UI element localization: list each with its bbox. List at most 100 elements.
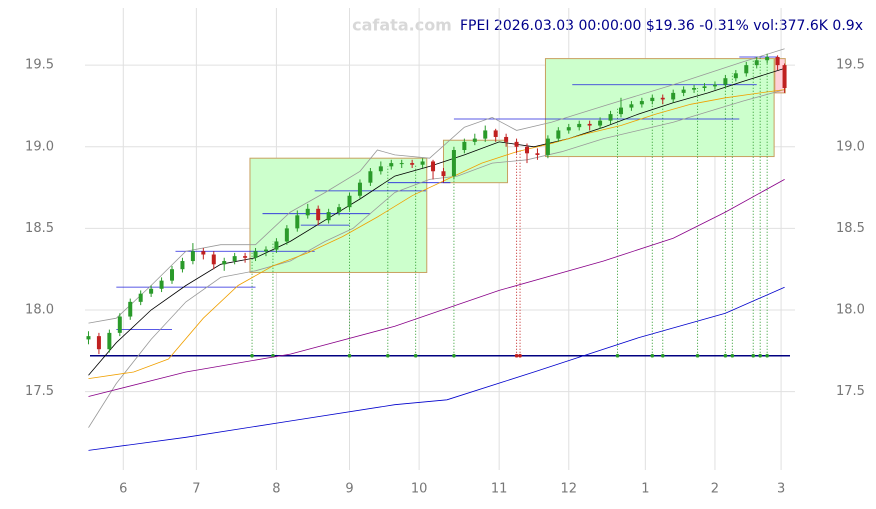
chart-title: FPEI 2026.03.03 00:00:00 $19.36 -0.31% v…	[460, 18, 863, 34]
candle-body	[681, 89, 686, 93]
candle-body	[274, 241, 279, 250]
y-tick-label: 17.5	[25, 384, 54, 399]
candle-body	[431, 161, 436, 172]
signal-dot	[250, 353, 254, 358]
candle-body	[504, 136, 509, 142]
signal-dot	[413, 353, 418, 358]
x-tick-label: 1	[641, 482, 649, 497]
y-tick-label: 18.0	[25, 303, 54, 318]
candle-body	[149, 288, 154, 294]
candle-body	[399, 163, 404, 165]
candle-body	[211, 254, 216, 265]
signal-dot	[615, 353, 620, 358]
x-tick-label: 12	[561, 482, 578, 497]
candle-body	[723, 78, 728, 85]
signal-dot	[730, 353, 735, 358]
range-box	[249, 157, 428, 273]
candle-body	[462, 141, 467, 151]
candle-body	[671, 92, 676, 100]
candle-body	[263, 249, 268, 252]
x-tick-label: 8	[272, 482, 280, 497]
candle-body	[222, 261, 227, 265]
candle-body	[180, 261, 185, 270]
candle-body	[316, 208, 321, 221]
candle-body	[243, 256, 248, 258]
candle-body	[556, 130, 561, 139]
signal-dot	[758, 353, 762, 358]
candle-body	[702, 86, 707, 88]
x-tick-label: 2	[711, 482, 719, 497]
candle-body	[357, 182, 362, 196]
candle-body	[368, 171, 373, 183]
candle-body	[159, 280, 164, 289]
x-tick-label: 11	[491, 482, 508, 497]
candle-body	[618, 107, 623, 115]
y-tick-label: 18.5	[25, 221, 54, 236]
y-tick-label: 19.0	[25, 139, 54, 154]
signal-dot	[660, 353, 665, 358]
signal-dot	[514, 353, 519, 358]
candle-body	[765, 56, 770, 61]
indicator-line	[88, 89, 785, 428]
candle-body	[305, 208, 310, 216]
candle-body	[326, 212, 331, 221]
candle-body	[493, 130, 498, 137]
signal-dot	[723, 353, 728, 358]
candle-body	[128, 301, 133, 317]
signal-dot	[452, 353, 456, 358]
candle-body	[138, 293, 143, 302]
y-tick-label: 19.5	[25, 58, 54, 73]
candle-body	[598, 120, 603, 126]
candle-body	[420, 161, 425, 165]
indicator-line	[88, 179, 785, 397]
signal-dot	[347, 353, 352, 358]
candle-body	[451, 150, 456, 177]
signal-dot	[385, 353, 390, 358]
candle-body	[577, 123, 582, 128]
candle-body	[712, 84, 717, 87]
candle-body	[535, 153, 540, 155]
candle-body	[347, 195, 352, 208]
y-tick-label-right: 18.5	[836, 221, 865, 236]
candle-body	[117, 316, 122, 333]
signal-dot	[695, 353, 700, 358]
y-tick-label-right: 17.5	[836, 384, 865, 399]
candle-body	[566, 127, 571, 131]
x-tick-label: 3	[777, 482, 785, 497]
indicator-line	[88, 89, 785, 379]
range-box	[544, 58, 775, 158]
x-tick-label: 6	[119, 482, 127, 497]
candle-body	[337, 207, 342, 213]
indicator-line	[88, 68, 785, 376]
candle-body	[472, 138, 477, 142]
y-tick-label-right: 19.0	[836, 139, 865, 154]
candle-body	[733, 73, 738, 79]
candle-body	[545, 138, 550, 155]
candle-body	[441, 171, 446, 177]
candle-body	[754, 60, 759, 66]
candle-body	[782, 65, 787, 88]
candle-body	[96, 336, 101, 350]
x-tick-label: 9	[345, 482, 353, 497]
candle-body	[629, 104, 634, 108]
candle-body	[608, 114, 613, 121]
y-tick-label-right: 19.5	[836, 58, 865, 73]
indicator-line	[88, 48, 785, 324]
candle-body	[660, 97, 665, 100]
signal-dot	[518, 353, 522, 358]
candle-body	[514, 141, 519, 147]
y-tick-label-right: 18.0	[836, 303, 865, 318]
x-tick-label: 10	[411, 482, 428, 497]
candle-body	[86, 336, 91, 340]
candle-body	[190, 251, 195, 262]
x-tick-label: 7	[192, 482, 200, 497]
candle-body	[650, 97, 655, 102]
candle-body	[295, 215, 300, 229]
candle-body	[775, 56, 780, 66]
signal-dot	[765, 353, 769, 358]
candle-body	[232, 256, 237, 262]
watermark: cafata.com	[352, 16, 452, 35]
candle-body	[170, 269, 175, 281]
candle-body	[389, 163, 394, 167]
